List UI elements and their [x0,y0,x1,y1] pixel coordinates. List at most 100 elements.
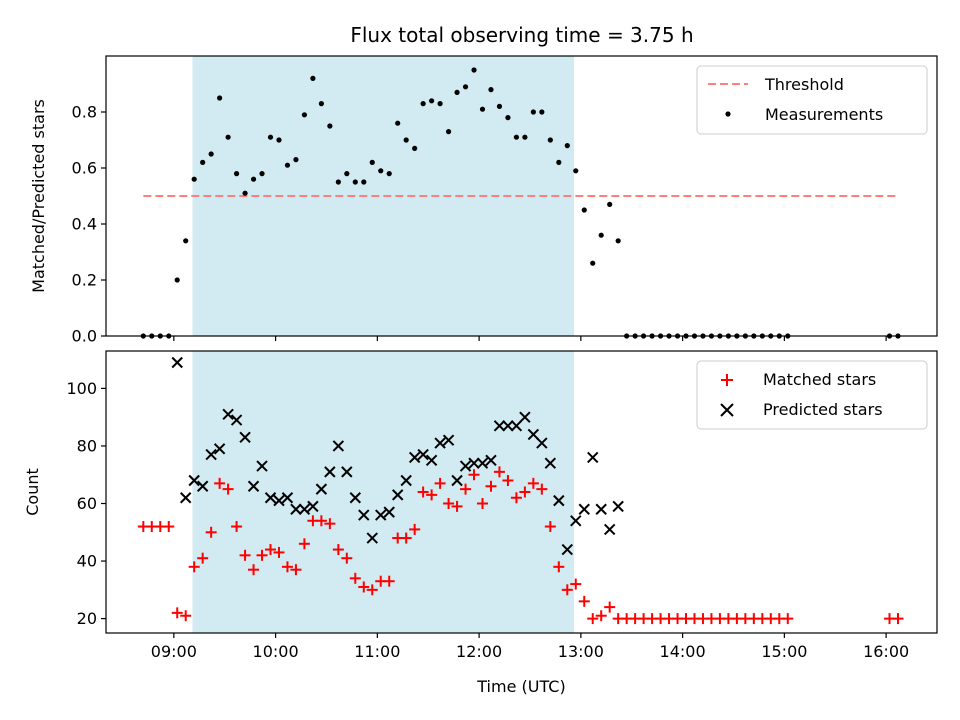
measurement-point [496,103,503,109]
measurement-point [556,159,562,165]
measurement-point [378,168,384,174]
predicted-star-point [205,448,217,461]
measurement-point [293,157,299,163]
measurement-point [267,134,274,140]
x-tick-label: 11:00 [354,642,400,661]
top-panel: 0.00.20.40.60.8 Matched/Predicted stars … [29,55,938,346]
matched-star-point [315,515,327,527]
predicted-star-point [239,431,251,444]
measurement-point [225,134,231,140]
predicted-star-point [298,503,311,515]
legend-predicted-swatch [720,403,734,417]
measurement-point [174,277,180,283]
matched-star-point [604,601,616,613]
predicted-star-point [307,500,319,513]
matched-star-point [239,549,251,561]
legend-predicted-label: Predicted stars [763,400,883,419]
measurement-point [301,112,308,118]
matched-star-point [341,552,353,564]
measurement-point [479,106,486,112]
predicted-star-point [587,451,599,464]
measurement-point [217,95,223,101]
matched-star-point [493,466,505,478]
matched-star-point [383,575,395,587]
matched-star-point [417,486,429,498]
top-y-tick-label: 0.2 [72,271,97,290]
predicted-star-point [561,543,573,556]
measurement-point [488,87,494,93]
bottom-y-tick-label: 100 [66,379,97,398]
predicted-star-point [188,474,200,487]
matched-star-point [544,521,556,533]
measurement-point [259,171,265,177]
matched-star-point [358,581,370,593]
bottom-y-axis-label: Count [23,468,42,516]
matched-star-point [502,474,514,486]
predicted-star-point [230,414,243,426]
measurement-point [233,171,240,177]
measurement-point [183,238,189,244]
matched-star-point [256,549,268,561]
matched-star-point [536,483,548,495]
top-y-tick-label: 0.0 [72,327,97,346]
predicted-star-point [468,457,480,469]
measurement-point [513,134,520,140]
x-tick-label: 09:00 [151,642,197,661]
predicted-star-point [434,437,446,449]
matched-star-point [281,561,293,573]
measurement-point [598,232,604,238]
matched-star-point [180,610,192,622]
measurement-point [395,120,401,126]
measurement-point [539,109,545,115]
matched-star-point [561,584,573,596]
x-axis-label: Time (UTC) [476,677,565,696]
matched-star-point [231,521,243,533]
observing-span-bottom [192,351,575,633]
legend-threshold-label: Threshold [764,75,844,94]
matched-star-point [460,483,472,495]
top-axes-frame [105,55,938,337]
predicted-star-point [417,448,429,461]
matched-star-point [578,595,590,607]
predicted-star-point [425,454,438,467]
matched-star-point [366,584,378,596]
predicted-star-point [519,411,531,423]
predicted-stars-series [171,356,624,556]
matched-star-point [265,544,277,556]
matched-star-point [510,492,522,504]
legend-matched-swatch [721,374,733,386]
matched-star-point [892,613,904,625]
matched-star-point [290,564,302,576]
bottom-panel: 20 40 60 80 100 09:00 10:00 11:00 12:00 13:00 14:… [23,350,938,696]
predicted-star-point [315,483,328,495]
predicted-star-point [527,428,540,441]
matched-star-point [171,607,183,619]
measurement-point [429,98,435,104]
predicted-star-point [603,523,616,536]
predicted-star-point [281,492,294,504]
measurement-point [335,179,341,185]
top-legend: Threshold Measurements [696,65,928,135]
matched-star-point [273,546,285,558]
predicted-star-point [408,451,421,464]
predicted-star-point [349,492,362,504]
matched-star-point [426,489,438,501]
measurement-point [615,238,621,244]
predicted-star-point [459,460,472,472]
matched-star-point [553,561,565,573]
matched-star-point [349,572,361,584]
predicted-star-point [324,466,336,478]
predicted-star-point [273,494,285,507]
measurement-point [386,171,392,177]
measurement-point [284,162,291,168]
predicted-star-point [213,443,226,455]
predicted-star-point [383,506,395,518]
predicted-star-point [544,457,557,469]
bottom-y-ticks: 20 40 60 80 100 [66,379,106,628]
matched-star-point [485,480,497,492]
top-y-tick-label: 0.6 [72,159,97,178]
measurement-point [581,207,587,213]
bottom-y-tick-label: 80 [77,436,97,455]
matched-star-point [400,532,412,544]
matched-star-point [409,523,421,535]
